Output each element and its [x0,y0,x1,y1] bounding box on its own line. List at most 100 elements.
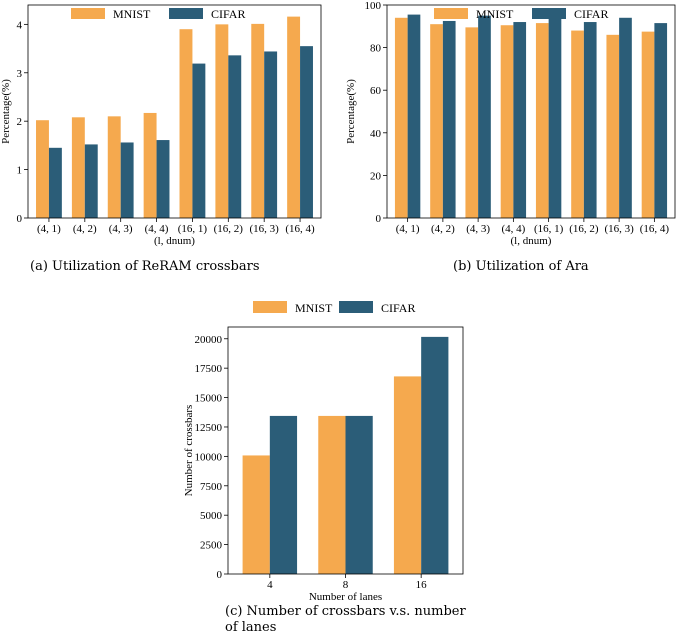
x-tick-label-b-4: (16, 1) [534,223,564,235]
bar-c-cifar-2 [421,336,449,574]
bar-a-mnist-6 [251,23,265,218]
legend-label-a-mnist: MNIST [113,7,151,21]
bar-b-cifar-1 [442,20,456,218]
x-tick-label-a-6: (16, 3) [250,223,280,235]
x-tick-label-b-3: (4, 4) [501,223,525,235]
bar-a-mnist-3 [143,112,157,218]
y-axis-label-c: Number of crossbars [183,405,195,497]
bar-a-cifar-6 [264,51,278,218]
bar-a-cifar-7 [300,46,313,219]
x-tick-label-a-1: (4, 2) [73,223,97,235]
caption-b: (b) Utilization of Ara [453,259,589,274]
y-tick-label-a-3: 3 [17,68,23,80]
bar-a-mnist-5 [215,24,229,218]
legend-label-b-cifar: CIFAR [574,7,608,21]
y-tick-label-b-0: 0 [376,213,382,225]
x-tick-label-b-5: (16, 2) [569,223,599,235]
bar-b-cifar-6 [619,17,632,219]
bar-a-cifar-4 [192,63,206,218]
x-tick-label-a-5: (16, 2) [214,223,244,235]
x-axis-label-a: (l, dnum) [154,235,195,247]
bar-b-cifar-4 [548,15,562,219]
y-tick-label-c-4: 10000 [195,451,223,463]
bar-c-cifar-1 [345,415,373,574]
y-tick-label-c-1: 2500 [200,540,223,552]
y-tick-label-c-6: 15000 [195,393,223,405]
y-axis-label-b: Percentage(%) [345,79,357,144]
x-tick-label-c-2: 16 [416,579,428,591]
legend-label-b-mnist: MNIST [476,7,514,21]
bar-b-cifar-2 [478,15,491,219]
legend-label-a-cifar: CIFAR [211,7,245,21]
bar-b-mnist-4 [535,23,549,218]
y-tick-label-a-2: 2 [17,116,23,128]
x-tick-label-b-2: (4, 3) [466,223,490,235]
chart-c-crossbars-vs-lanes: 0 2500 5000 7500 10000 12500 15000 17500 20000 4 8… [183,301,464,600]
bar-a-cifar-1 [84,144,98,218]
chart-b-utilization-ara: 0 20 40 60 80 100 (4, 1) (4, 2) (4, 3) (4, 4) (16,… [345,0,676,247]
caption-a: (a) Utilization of ReRAM crossbars [30,259,260,274]
bar-b-mnist-2 [465,27,479,219]
bar-a-cifar-2 [120,142,134,218]
bar-b-mnist-7 [641,31,655,219]
x-tick-label-b-7: (16, 4) [640,223,670,235]
bar-a-cifar-5 [228,55,242,218]
y-axis-label-a: Percentage(%) [0,79,12,144]
x-tick-label-b-1: (4, 2) [431,223,455,235]
legend-swatch-c-cifar [339,301,373,313]
x-tick-label-a-0: (4, 1) [37,223,61,235]
x-axis-label-c: Number of lanes [309,591,382,600]
y-tick-label-b-5: 100 [365,0,382,12]
plot-frame-b [386,4,676,219]
y-tick-label-b-4: 80 [370,43,382,55]
bar-b-mnist-6 [606,34,620,218]
plot-frame-a [27,4,322,219]
bar-a-cifar-3 [156,140,170,218]
chart-a-utilization-reram: 0 1 2 3 4 (4, 1) (4, 2) (4, 3) (4, 4) (16, 1) (16,… [0,4,322,247]
x-tick-label-b-0: (4, 1) [396,223,420,235]
bar-b-cifar-0 [407,14,421,219]
caption-c: (c) Number of crossbars v.s. number of l… [225,604,466,635]
bar-b-mnist-0 [394,17,408,219]
bar-c-cifar-0 [269,415,298,574]
bar-a-mnist-0 [36,120,49,218]
x-tick-label-a-4: (16, 1) [178,223,208,235]
bar-b-cifar-5 [583,22,597,218]
x-axis-label-b: (l, dnum) [511,235,552,247]
legend-swatch-c-mnist [253,301,287,313]
bar-b-mnist-5 [571,30,584,219]
bar-b-cifar-7 [654,23,668,218]
bar-a-mnist-4 [179,29,193,219]
y-tick-label-a-0: 0 [17,213,23,225]
x-tick-label-c-0: 4 [267,579,273,591]
legend-swatch-b-mnist [434,8,468,19]
bar-a-mnist-2 [107,116,121,218]
x-tick-label-a-3: (4, 4) [145,223,169,235]
y-tick-label-c-7: 17500 [195,363,223,375]
bar-a-mnist-7 [287,16,301,219]
y-tick-label-c-0: 0 [217,569,223,581]
y-tick-label-b-3: 60 [370,85,382,97]
bar-b-mnist-1 [430,24,443,219]
bar-c-mnist-1 [318,415,346,574]
bar-c-mnist-2 [393,376,422,574]
legend-swatch-b-cifar [532,8,566,19]
y-tick-label-a-1: 1 [17,165,23,177]
legend-swatch-a-cifar [169,8,203,19]
x-tick-label-c-1: 8 [343,579,349,591]
legend-swatch-a-mnist [71,8,105,19]
legend-label-c-cifar: CIFAR [381,301,415,315]
y-tick-label-c-5: 12500 [195,422,223,434]
y-tick-label-c-2: 5000 [200,510,223,522]
legend-label-c-mnist: MNIST [295,301,333,315]
y-tick-label-c-8: 20000 [195,334,223,346]
bar-b-cifar-3 [513,22,527,218]
y-tick-label-b-2: 40 [370,128,382,140]
x-tick-label-b-6: (16, 3) [604,223,634,235]
x-tick-label-a-2: (4, 3) [109,223,133,235]
y-tick-label-b-1: 20 [370,170,382,182]
y-tick-label-c-3: 7500 [200,481,223,493]
bar-a-mnist-1 [71,117,85,218]
bar-b-mnist-3 [500,25,514,219]
bar-a-cifar-0 [48,147,62,218]
